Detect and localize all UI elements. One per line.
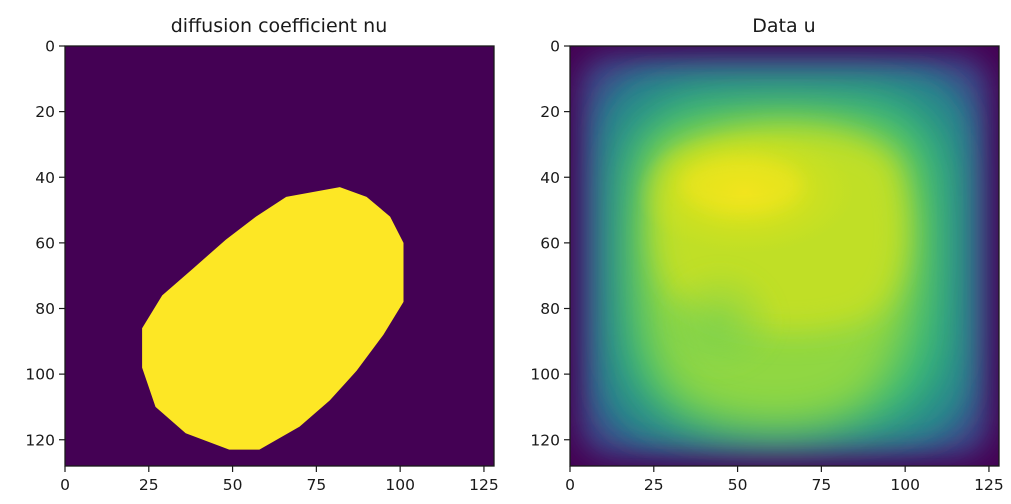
u-field [570, 46, 999, 466]
y-tick-label: 60 [540, 234, 560, 252]
axes-nu-title: diffusion coefficient nu [171, 15, 388, 37]
y-tick-label: 0 [550, 38, 560, 56]
x-tick-label: 100 [385, 476, 415, 494]
x-tick-label: 125 [469, 476, 499, 494]
y-tick-label: 100 [25, 366, 55, 384]
axes-nu: diffusion coefficient nu 0 25 50 75 100 125 0 2… [25, 15, 498, 494]
axes-u-frame [569, 45, 1000, 467]
nu-region [142, 187, 404, 450]
x-tick-label: 50 [728, 476, 748, 494]
y-tick-label: 60 [35, 234, 55, 252]
x-tick-label: 25 [644, 476, 664, 494]
y-tick-label: 20 [35, 103, 55, 121]
y-tick-label: 120 [25, 431, 55, 449]
x-tick-label: 50 [223, 476, 243, 494]
x-tick-label: 125 [974, 476, 1004, 494]
axes-u-title: Data u [752, 15, 815, 37]
axes-u-ticks: 0 25 50 75 100 125 0 20 40 60 80 100 120 [530, 38, 1003, 495]
axes-u: Data u 0 25 50 75 100 125 0 20 40 60 80 100 120 [530, 15, 1003, 494]
x-tick-label: 100 [890, 476, 920, 494]
axes-nu-frame [64, 45, 495, 467]
x-tick-label: 0 [565, 476, 575, 494]
y-tick-label: 40 [540, 169, 560, 187]
y-tick-label: 0 [45, 38, 55, 56]
y-tick-label: 40 [35, 169, 55, 187]
y-tick-label: 120 [530, 431, 560, 449]
y-tick-label: 20 [540, 103, 560, 121]
x-tick-label: 75 [307, 476, 327, 494]
y-tick-label: 80 [540, 300, 560, 318]
x-tick-label: 75 [812, 476, 832, 494]
x-tick-label: 25 [139, 476, 159, 494]
y-tick-label: 80 [35, 300, 55, 318]
x-tick-label: 0 [60, 476, 70, 494]
axes-nu-ticks: 0 25 50 75 100 125 0 20 40 60 80 100 120 [25, 38, 498, 495]
y-tick-label: 100 [530, 366, 560, 384]
